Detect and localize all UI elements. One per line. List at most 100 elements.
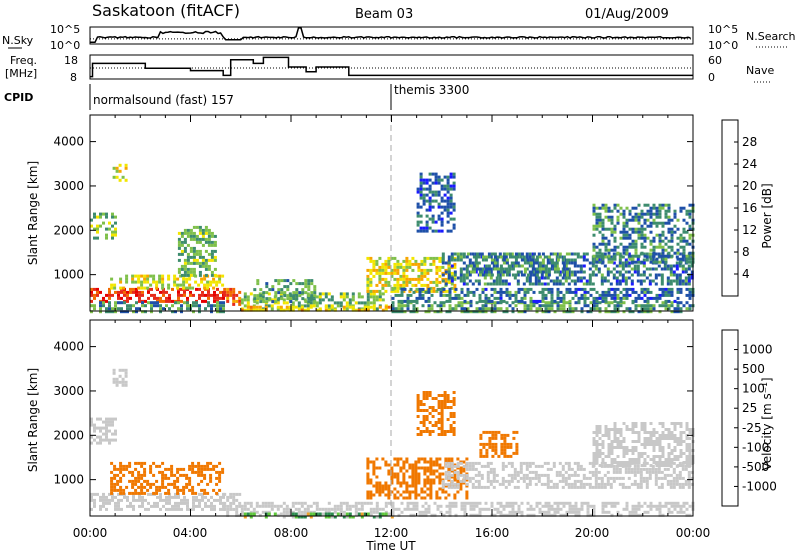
scatter-cell — [372, 301, 376, 305]
scatter-cell — [529, 264, 533, 268]
scatter-cell — [304, 285, 308, 289]
scatter-cell — [622, 221, 626, 225]
scatter-cell — [161, 470, 165, 474]
scatter-cell — [408, 277, 412, 281]
scatter-cell — [508, 267, 512, 271]
scatter-cell — [155, 485, 159, 489]
scatter-cell — [179, 467, 183, 471]
scatter-cell — [226, 287, 230, 291]
scatter-cell — [646, 299, 650, 303]
scatter-cell — [428, 412, 432, 415]
scatter-cell — [216, 307, 219, 311]
scatter-cell — [204, 504, 207, 508]
scatter-cell — [176, 488, 180, 492]
scatter-cell — [162, 498, 165, 502]
scatter-cell — [462, 473, 466, 477]
scatter-cell — [459, 267, 463, 271]
scatter-cell — [628, 464, 632, 467]
scatter-cell — [409, 501, 413, 505]
scatter-cell — [218, 461, 222, 465]
scatter-cell — [643, 233, 647, 237]
scatter-cell — [456, 476, 460, 480]
scatter-cell — [262, 291, 266, 295]
scatter-cell — [636, 467, 640, 471]
scatter-cell — [102, 438, 105, 442]
scatter-cell — [592, 242, 596, 246]
scatter-cell — [417, 472, 421, 476]
scatter-cell — [447, 461, 451, 465]
scatter-cell — [159, 296, 162, 300]
scatter-cell — [438, 463, 442, 467]
scatter-cell — [450, 479, 454, 483]
scatter-cell — [592, 461, 596, 464]
scatter-cell — [621, 279, 625, 283]
scatter-cell — [252, 305, 256, 309]
scatter-cell — [128, 461, 132, 465]
scatter-cell — [690, 470, 694, 474]
scatter-cell — [468, 261, 472, 265]
scatter-cell — [475, 264, 479, 268]
scatter-cell — [324, 295, 328, 299]
scatter-cell — [639, 479, 643, 483]
scatter-cell — [471, 482, 475, 486]
scatter-cell — [112, 175, 116, 179]
scatter-cell — [652, 239, 656, 243]
scatter-cell — [447, 267, 451, 271]
scatter-cell — [538, 299, 542, 303]
scatter-cell — [615, 467, 619, 471]
scatter-cell — [419, 172, 423, 176]
scatter-cell — [198, 296, 201, 300]
scatter-cell — [640, 209, 644, 213]
scatter-cell — [592, 203, 596, 207]
scatter-cell — [574, 513, 578, 517]
scatter-cell — [666, 473, 670, 477]
scatter-cell — [610, 440, 614, 443]
scatter-cell — [306, 292, 310, 296]
scatter-cell — [194, 280, 198, 284]
scatter-cell — [513, 473, 517, 477]
scatter-cell — [516, 473, 520, 477]
scatter-cell — [90, 293, 93, 297]
scatter-cell — [652, 248, 656, 252]
scatter-cell — [612, 261, 616, 265]
scatter-cell — [463, 307, 467, 311]
scatter-cell — [135, 498, 138, 502]
scatter-cell — [601, 254, 605, 258]
scatter-cell — [520, 296, 524, 300]
scatter-cell — [649, 434, 653, 437]
scatter-cell — [108, 498, 111, 502]
scatter-cell — [177, 293, 180, 297]
scatter-cell — [174, 310, 177, 314]
scatter-cell — [258, 504, 262, 508]
scatter-cell — [624, 485, 628, 489]
scatter-cell — [607, 287, 611, 291]
scatter-cell — [411, 481, 415, 485]
scatter-cell — [345, 501, 349, 505]
scatter-cell — [191, 470, 195, 474]
scatter-cell — [639, 470, 643, 474]
scatter-cell — [111, 423, 114, 427]
scatter-cell — [595, 299, 599, 303]
scatter-cell — [688, 227, 692, 231]
scatter-cell — [664, 254, 668, 258]
scatter-cell — [105, 438, 108, 442]
scatter-cell — [640, 290, 644, 294]
scatter-cell — [378, 268, 382, 272]
scatter-cell — [114, 432, 117, 436]
scatter-cell — [216, 296, 219, 300]
scatter-cell — [645, 476, 649, 480]
scatter-cell — [330, 307, 334, 311]
scatter-cell — [485, 442, 489, 446]
scatter-cell — [232, 495, 236, 499]
scatter-cell — [661, 434, 665, 437]
scatter-cell — [238, 296, 242, 300]
scatter-cell — [508, 264, 512, 268]
scatter-cell — [633, 473, 637, 477]
scatter-cell — [449, 211, 453, 215]
scatter-cell — [99, 441, 102, 445]
scatter-cell — [143, 473, 147, 477]
scatter-cell — [528, 470, 532, 474]
scatter-cell — [307, 300, 311, 304]
scatter-cell — [574, 501, 578, 505]
